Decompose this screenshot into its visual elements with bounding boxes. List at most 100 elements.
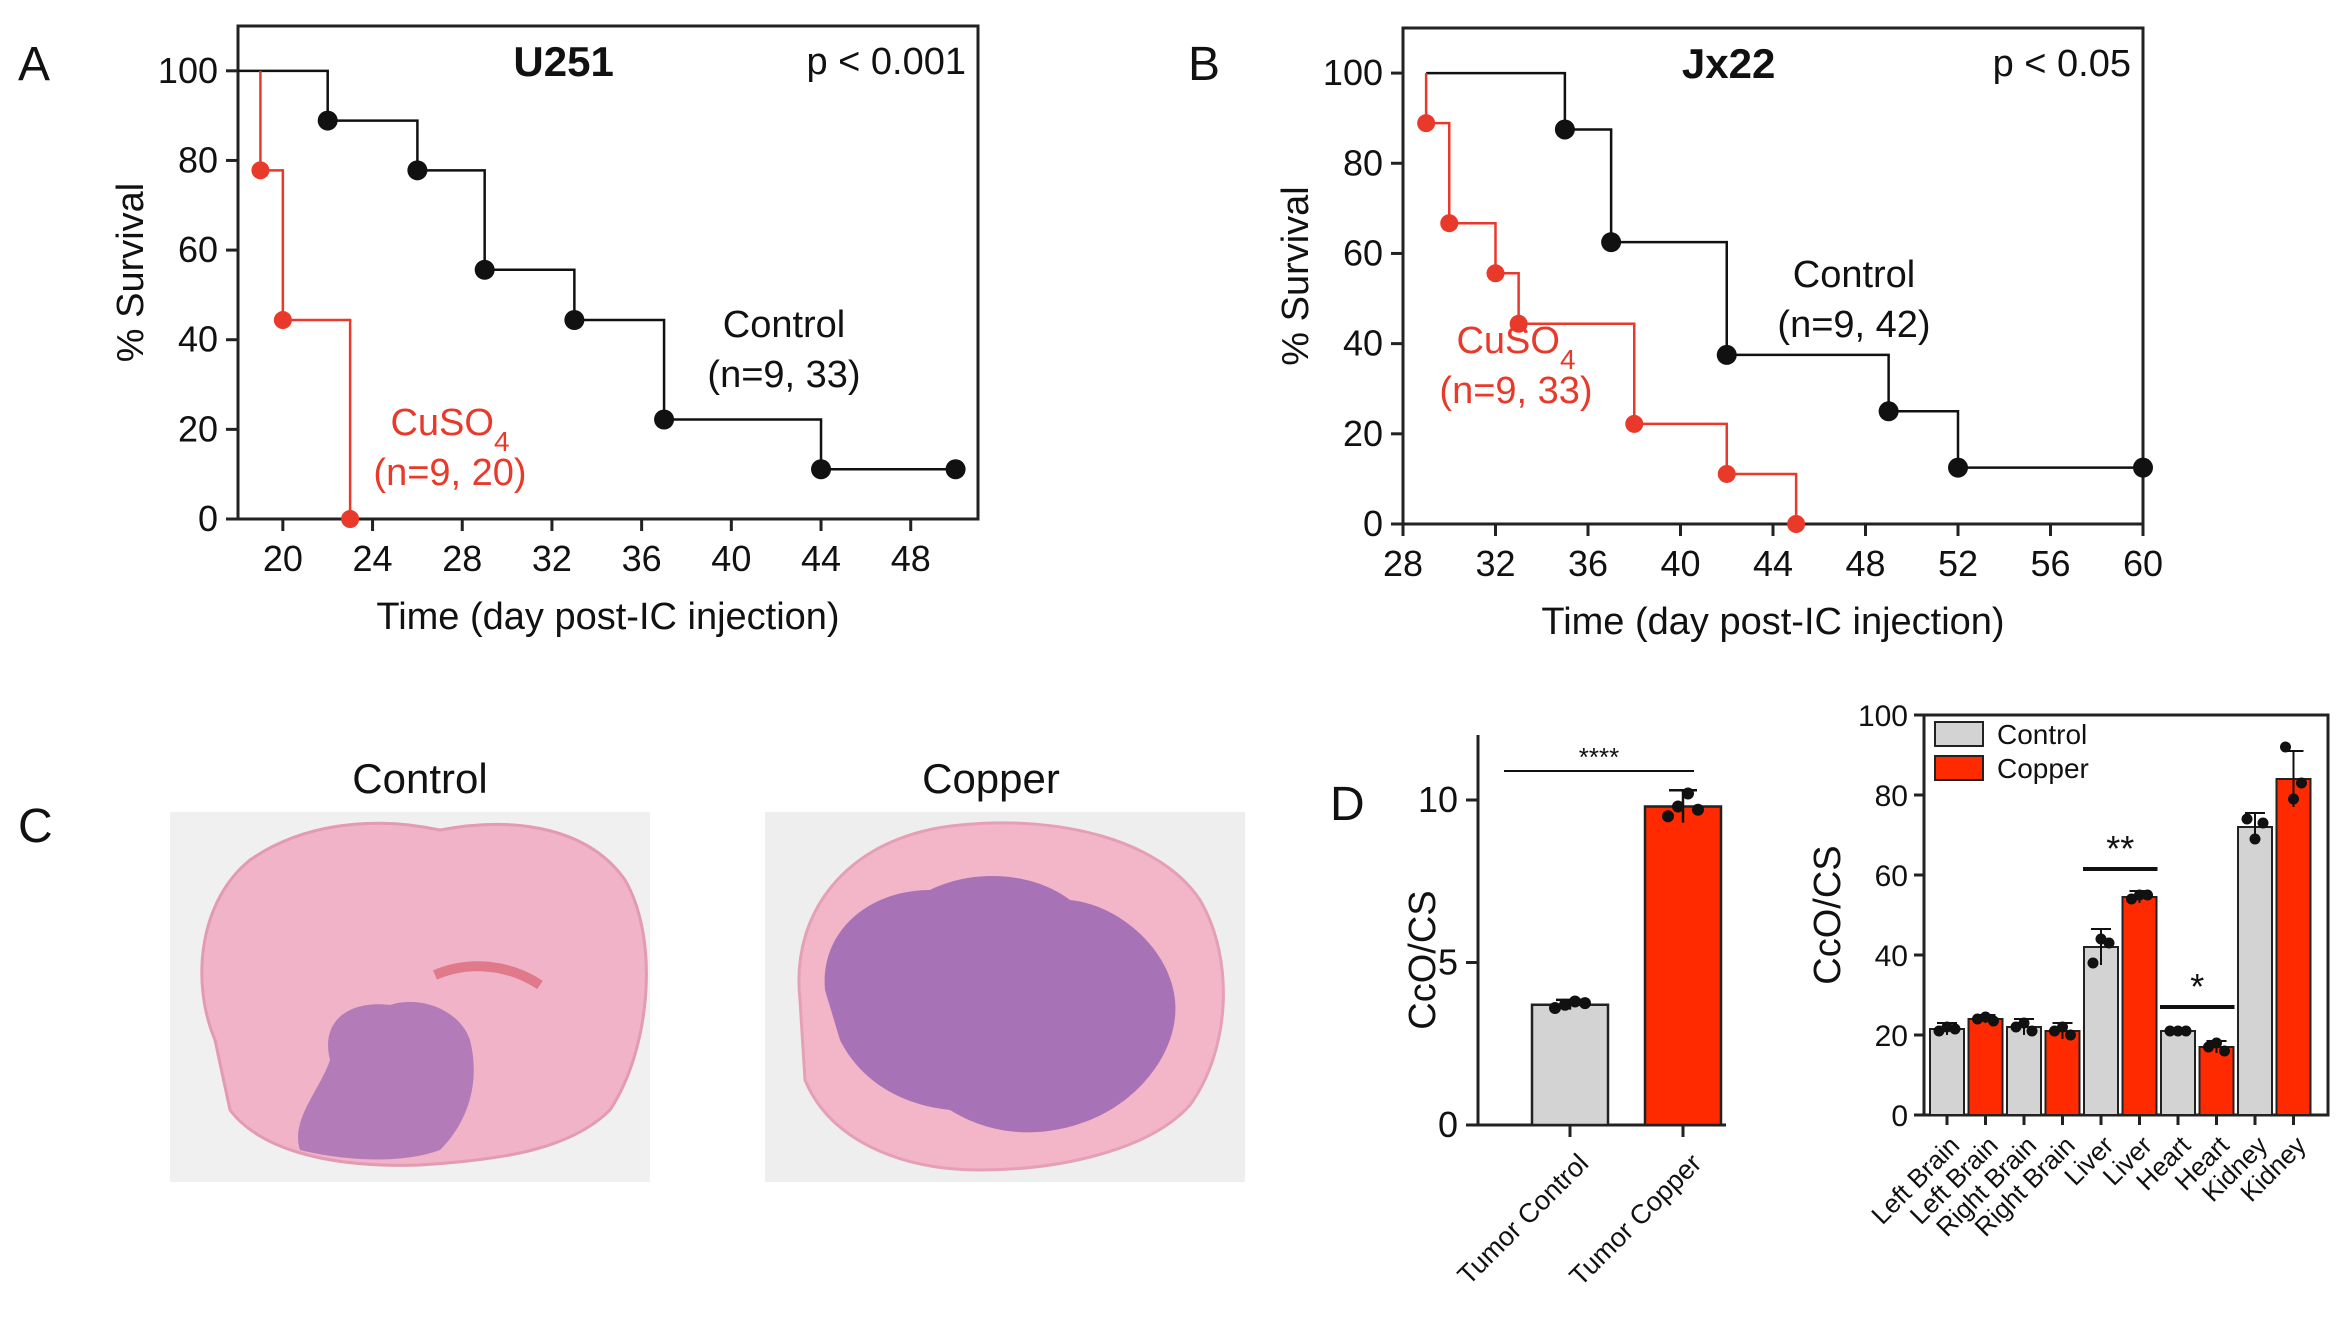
series-label: CuSO4 (1456, 320, 1575, 375)
data-point (2219, 1045, 2230, 1057)
x-tick-label: 28 (1383, 543, 1423, 584)
histology-copper-image (765, 812, 1245, 1182)
data-point (1672, 800, 1684, 813)
data-point (1549, 1002, 1561, 1014)
series-label: Control (1793, 254, 1916, 296)
y-tick-label: 80 (1343, 142, 1383, 183)
data-point (341, 510, 360, 528)
legend-swatch (1934, 755, 1984, 781)
bar (2160, 1030, 2196, 1116)
y-tick-label: 0 (1891, 1100, 1908, 1133)
y-tick-label: 0 (1363, 503, 1383, 544)
p-value: p < 0.001 (806, 41, 966, 83)
x-tick-label: 56 (2030, 543, 2070, 584)
data-point (1692, 803, 1704, 816)
data-point (2211, 1037, 2222, 1049)
data-point (1716, 344, 1737, 365)
data-point (2249, 833, 2261, 845)
data-point (273, 311, 292, 330)
data-point (2257, 817, 2269, 829)
x-tick-label: 44 (801, 538, 841, 579)
panel-label-b: B (1188, 38, 1220, 91)
y-tick-label: 10 (1418, 779, 1458, 820)
series-label: CuSO4 (390, 402, 509, 457)
histology-copper-label: Copper (922, 755, 1060, 802)
data-point (1949, 1023, 1961, 1035)
panel-label-c: C (18, 800, 53, 853)
bar (1929, 1028, 1965, 1116)
x-tick-label: 40 (711, 538, 751, 579)
plot-frame (236, 24, 980, 521)
data-point (1509, 314, 1528, 333)
x-tick-label: 24 (353, 538, 393, 579)
y-tick-label: 60 (178, 229, 218, 270)
chart-title: U251 (513, 38, 613, 85)
significance-label: * (2190, 966, 2204, 1007)
y-axis-label: % Survival (110, 183, 152, 363)
bar (1967, 1018, 2004, 1116)
data-point (564, 310, 585, 331)
x-tick-label: 20 (263, 538, 303, 579)
y-tick-label: 0 (1438, 1104, 1458, 1145)
data-point (1948, 457, 1968, 478)
x-axis-label: Time (day post-IC injection) (1541, 601, 2004, 643)
x-tick-label: 44 (1753, 543, 1793, 584)
data-point (1554, 119, 1575, 140)
x-tick-label: 52 (1938, 543, 1978, 584)
y-tick-label: 100 (1858, 700, 1908, 733)
data-point (2065, 1029, 2076, 1041)
y-tick-label: 20 (1875, 1020, 1908, 1053)
y-axis-label: % Survival (1275, 186, 1317, 366)
x-tick-label: 28 (442, 538, 482, 579)
significance-label: ** (2106, 828, 2134, 869)
y-tick-label: 0 (198, 498, 218, 539)
data-point (1417, 114, 1436, 133)
x-tick-label: 32 (532, 538, 572, 579)
bar (2198, 1046, 2235, 1116)
series-label: Control (723, 304, 846, 346)
data-point (2134, 889, 2145, 901)
data-point (1569, 995, 1581, 1008)
data-point (1601, 232, 1622, 253)
histology-control-label: Control (352, 755, 487, 802)
x-tick-label: 36 (622, 538, 662, 579)
bar (2237, 826, 2273, 1116)
data-point (1662, 810, 1674, 823)
x-tick-label: 40 (1660, 543, 1700, 584)
data-point (1440, 214, 1459, 233)
data-point (2018, 1017, 2030, 1029)
data-point (2180, 1025, 2192, 1037)
panel-label-d: D (1330, 778, 1365, 831)
legend-label: Control (1997, 719, 2087, 750)
panel-label-a: A (18, 38, 50, 91)
data-point (2288, 793, 2299, 805)
data-point (251, 161, 270, 180)
series-line (238, 69, 956, 471)
legend-swatch (1934, 721, 1984, 747)
y-tick-label: 80 (1875, 780, 1908, 813)
data-point (2172, 1025, 2184, 1037)
x-tick-label: 48 (1845, 543, 1885, 584)
y-tick-label: 40 (178, 319, 218, 360)
data-point (317, 110, 338, 131)
series-label-n: (n=9, 20) (373, 452, 526, 494)
bar (2121, 896, 2158, 1116)
data-point (654, 409, 675, 430)
data-point (2142, 889, 2153, 901)
data-point (2133, 457, 2153, 478)
data-point (2087, 957, 2099, 969)
y-axis-label: CcO/CS (1402, 890, 1444, 1029)
data-point (1579, 997, 1591, 1010)
bar (1643, 805, 1723, 1127)
series-line (259, 70, 352, 519)
data-point (1787, 515, 1806, 533)
p-value: p < 0.05 (1993, 43, 2131, 85)
survival-chart-jx22: 28 32 36 40 44 48 52 56 60 0 20 40 60 80 100 Time (day … (1275, 26, 2163, 643)
x-tick-label: 32 (1475, 543, 1515, 584)
data-point (2164, 1025, 2176, 1037)
histology-control-image (170, 812, 650, 1182)
y-tick-label: 100 (158, 50, 218, 91)
series-label-n: (n=9, 33) (1439, 370, 1592, 412)
data-point (474, 259, 495, 280)
